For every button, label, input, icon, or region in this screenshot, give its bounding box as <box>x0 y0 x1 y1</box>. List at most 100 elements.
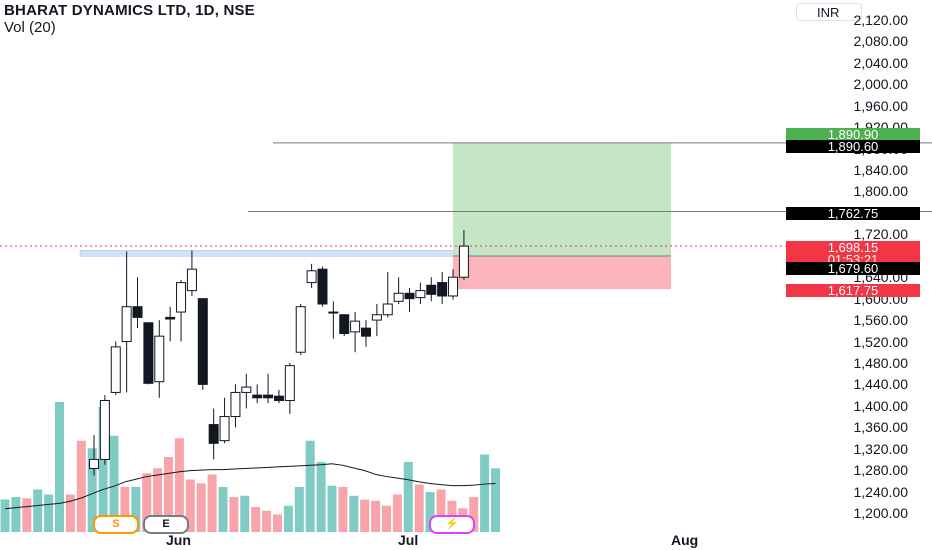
candle-up <box>176 282 187 313</box>
price-axis-label: 2,040.00 <box>853 54 909 71</box>
price-axis-label: 2,120.00 <box>853 12 909 28</box>
candle-down <box>252 394 263 399</box>
volume-bar <box>338 487 348 532</box>
volume-bar <box>262 510 272 532</box>
news-event-marker[interactable]: ⚡ <box>429 515 475 534</box>
candle-down <box>143 322 154 384</box>
volume-bar <box>469 497 479 532</box>
volume-bar <box>196 483 206 532</box>
last-price-label: 1,698.15 <box>786 241 920 254</box>
price-axis-label: 1,560.00 <box>853 312 909 329</box>
volume-bar <box>229 497 239 532</box>
candle-down <box>165 316 176 320</box>
volume-bar <box>55 402 64 532</box>
volume-bar <box>131 487 141 532</box>
candle-up <box>415 290 426 299</box>
volume-bar <box>360 499 370 532</box>
volume-bar <box>305 440 315 532</box>
price-axis-label: 1,520.00 <box>853 333 909 350</box>
price-axis-label: 1,720.00 <box>853 226 909 243</box>
volume-bar <box>251 507 261 532</box>
candle-up <box>89 458 99 470</box>
candle-up <box>350 320 361 333</box>
currency-button[interactable]: INR <box>796 3 862 21</box>
candle-down <box>361 327 371 337</box>
candle-down <box>426 284 437 295</box>
lightning-icon: ⚡ <box>445 518 459 530</box>
time-axis-label: Jun <box>166 532 191 548</box>
volume-bar <box>294 487 304 532</box>
stop-zone <box>453 255 671 290</box>
candle-up <box>382 303 393 316</box>
candle-down <box>132 306 143 318</box>
volume-bar <box>22 498 32 532</box>
volume-bar <box>382 505 391 532</box>
candle-down <box>273 395 284 401</box>
volume-bar <box>174 438 184 532</box>
volume-bar <box>240 495 250 532</box>
volume-bar <box>349 495 359 532</box>
symbol-title[interactable]: BHARAT DYNAMICS LTD, 1D, NSE <box>4 2 255 19</box>
volume-bar <box>392 494 402 532</box>
volume-bar <box>403 462 413 532</box>
candle-up <box>371 314 382 321</box>
volume-bar <box>207 474 217 532</box>
earnings-icon: E <box>162 518 170 530</box>
volume-bar <box>283 505 293 532</box>
volume-bar <box>76 440 86 532</box>
candle-down <box>208 424 219 444</box>
candle-up <box>458 245 469 278</box>
candle-up <box>284 365 295 401</box>
volume-bar <box>44 494 54 532</box>
price-axis-label: 1,840.00 <box>853 162 909 179</box>
volume-bar <box>164 457 173 532</box>
candle-up <box>328 311 339 314</box>
volume-bar <box>120 487 130 532</box>
volume-bar <box>11 497 21 532</box>
price-axis-label: 1,280.00 <box>853 462 909 479</box>
split-icon: S <box>112 518 120 530</box>
line-price-label: 1,890.60 <box>786 140 920 153</box>
candle-up <box>448 276 459 297</box>
price-axis-label: 1,360.00 <box>853 419 909 436</box>
candle-up <box>393 292 404 302</box>
candle-up <box>306 270 317 284</box>
volume-bar <box>480 454 490 532</box>
earnings-event-marker[interactable]: E <box>143 515 189 534</box>
volume-bar <box>491 468 500 532</box>
price-axis-label: 1,400.00 <box>853 397 909 414</box>
volume-bar <box>109 435 119 532</box>
volume-bar <box>87 448 97 532</box>
price-axis-label: 1,320.00 <box>853 440 909 457</box>
volume-bar <box>65 494 75 532</box>
volume-bar <box>98 407 108 532</box>
candle-up <box>230 391 241 418</box>
volume-bar <box>273 514 282 532</box>
target-zone <box>453 142 671 256</box>
volume-bar <box>414 484 424 532</box>
volume-bar <box>371 500 381 532</box>
volume-bar <box>425 492 435 532</box>
candle-up <box>154 335 165 383</box>
price-axis-label: 1,240.00 <box>853 483 909 500</box>
price-axis-label: 2,000.00 <box>853 76 909 93</box>
candle-up <box>99 399 110 460</box>
candle-up <box>295 306 306 353</box>
stop-price-label: 1,617.75 <box>786 284 920 297</box>
candle-down <box>404 292 415 300</box>
split-event-marker[interactable]: S <box>93 515 139 534</box>
price-axis-label: 1,440.00 <box>853 376 909 393</box>
candle-down <box>339 314 350 334</box>
candle-up <box>241 386 252 393</box>
volume-bar <box>316 462 326 532</box>
volume-bar <box>327 485 337 532</box>
candle-down <box>317 268 328 305</box>
volume-indicator-label[interactable]: Vol (20) <box>4 19 56 36</box>
volume-bar <box>185 479 195 532</box>
price-axis-label: 2,080.00 <box>853 33 909 50</box>
candle-up <box>219 416 230 442</box>
entry-price-label: 1,679.60 <box>786 262 920 275</box>
candle-down <box>263 394 274 399</box>
price-axis-label: 1,480.00 <box>853 354 909 371</box>
